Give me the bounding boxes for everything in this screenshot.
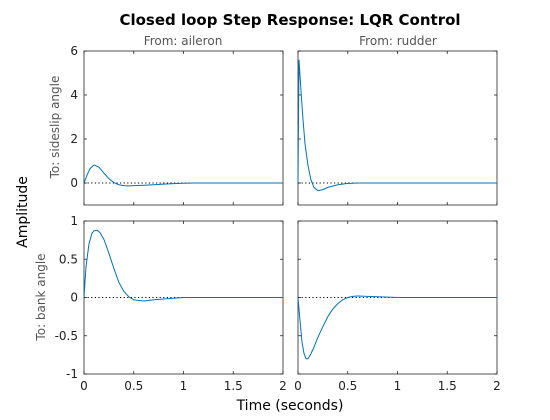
x-tick-label: 0.5	[124, 379, 143, 393]
subplot-aileron-to-sideslip-angle: 0 2 4 6	[70, 44, 284, 206]
axes-frame	[83, 50, 284, 206]
y-tick-label: 0.5	[59, 252, 78, 266]
series-line	[297, 295, 497, 360]
row-label-sideslip: To: sideslip angle	[48, 76, 62, 180]
x-tick-label: 1	[394, 379, 402, 393]
y-tick-label: -1	[66, 367, 78, 381]
x-tick-label: 1.5	[224, 379, 243, 393]
y-axis-label: Amplitude	[15, 176, 31, 248]
column-label-aileron: From: aileron	[144, 34, 223, 48]
x-tick-label: 1.5	[438, 379, 457, 393]
x-tick-label: 1	[180, 379, 188, 393]
y-tick-label: 1	[70, 214, 78, 228]
subplot-rudder-to-sideslip-angle	[297, 50, 498, 206]
row-label-bank: To: bank angle	[34, 253, 48, 341]
y-tick-label: 0	[70, 176, 78, 190]
y-tick-label: 4	[70, 88, 78, 102]
series-line	[297, 59, 497, 192]
series-line	[83, 229, 283, 302]
column-label-rudder: From: rudder	[359, 34, 437, 48]
x-tick-label: 0	[294, 379, 302, 393]
x-tick-label: 0.5	[338, 379, 357, 393]
subplot-aileron-to-bank-angle: 0 0.5 1 1.5 2 -1 -0.5 0 0.5 1	[55, 214, 287, 393]
x-tick-label: 2	[493, 379, 501, 393]
y-tick-label: -0.5	[55, 329, 78, 343]
series-line	[83, 164, 283, 187]
axes-frame	[297, 50, 498, 206]
x-axis-label: Time (seconds)	[236, 398, 344, 414]
y-tick-label: 0	[70, 291, 78, 305]
subplot-rudder-to-bank-angle: 0 0.5 1 1.5 2	[294, 220, 501, 393]
x-tick-label: 0	[80, 379, 88, 393]
y-tick-label: 2	[70, 132, 78, 146]
x-tick-label: 2	[279, 379, 287, 393]
y-tick-label: 6	[70, 44, 78, 58]
chart-title: Closed loop Step Response: LQR Control	[119, 11, 460, 29]
